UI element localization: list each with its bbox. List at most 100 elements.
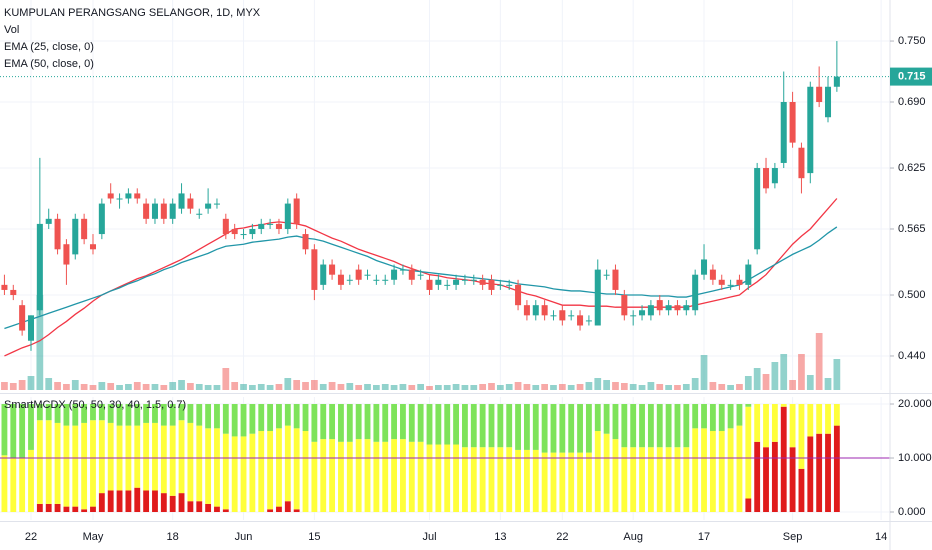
candle-body [337, 274, 344, 285]
indicator-bar [81, 509, 88, 513]
volume-bar [187, 383, 194, 390]
volume-bar [780, 354, 788, 390]
indicator-bar [28, 404, 34, 450]
indicator-bar [169, 404, 176, 426]
indicator-bar [98, 493, 105, 513]
indicator-bar [364, 439, 371, 513]
volume-bar [576, 384, 584, 390]
indicator-bar [515, 404, 521, 450]
indicator-bar [603, 404, 610, 434]
indicator-bar [621, 447, 628, 513]
indicator-bar [187, 422, 194, 502]
candle-body [63, 244, 70, 265]
y-tick-label: 0.750 [898, 35, 926, 47]
indicator-bar [143, 404, 150, 423]
indicator-bar [222, 433, 229, 510]
indicator-bar [391, 439, 398, 513]
indicator-bar [523, 404, 530, 450]
indicator-bar [107, 404, 114, 423]
indicator-bar [231, 436, 238, 513]
x-tick-label: 13 [494, 531, 506, 543]
indicator-bar [364, 404, 371, 440]
indicator-bar [98, 404, 105, 421]
candle-body [382, 279, 389, 281]
volume-bar [665, 385, 672, 390]
indicator-bar [178, 404, 185, 421]
volume-bar [1, 382, 8, 390]
candle-body [249, 228, 256, 235]
indicator-bar [532, 449, 539, 513]
candle-body [745, 264, 752, 285]
volume-bar [629, 384, 637, 390]
candle-body [461, 279, 468, 281]
indicator-bar [523, 449, 530, 513]
indicator-bar [293, 404, 300, 429]
indicator-bar [559, 404, 566, 453]
volume-bar [700, 355, 708, 390]
volume-bar [541, 384, 548, 390]
indicator-bar [639, 447, 645, 513]
volume-bar [337, 384, 345, 390]
candle-body [577, 315, 584, 326]
candle-body [311, 249, 318, 290]
indicator-bar [718, 431, 725, 513]
indicator-bar [798, 404, 805, 469]
indicator-bar [692, 404, 699, 429]
indicator-bar [382, 441, 389, 513]
volume-bar [496, 385, 504, 390]
volume-bar [364, 384, 371, 390]
volume-bar [399, 384, 407, 390]
candle-body [89, 244, 96, 250]
indicator-bar [736, 425, 743, 513]
volume-bar [771, 362, 779, 390]
indicator-bar [816, 433, 823, 513]
indicator-bar [187, 501, 194, 513]
volume-bar [753, 368, 761, 390]
indicator-bar [214, 404, 220, 429]
candle-body [284, 203, 291, 229]
volume-bar [408, 385, 416, 390]
candle-body [213, 203, 220, 205]
volume-bar [833, 359, 841, 390]
volume-bar [63, 384, 70, 390]
indicator-bar [444, 444, 451, 513]
volume-bar [674, 385, 681, 390]
y-tick-label: 0.625 [898, 162, 926, 174]
candle-body [692, 274, 699, 311]
volume-bar [346, 383, 354, 390]
candle-body [391, 269, 398, 280]
indicator-bar [63, 404, 70, 426]
indicator-bar [453, 404, 459, 445]
indicator-bar [125, 404, 132, 426]
indicator-bar [276, 506, 282, 513]
indicator-bar [346, 404, 353, 442]
volume-bar [98, 382, 106, 390]
candle-body [72, 218, 79, 255]
volume-bar [417, 384, 425, 390]
volume-bar [54, 382, 61, 390]
volume-bar [302, 382, 309, 390]
indicator-bar [249, 404, 256, 434]
volume-bar [266, 385, 274, 390]
volume-bar [603, 380, 610, 390]
candle-body [789, 101, 796, 143]
indicator-bar [54, 503, 61, 513]
candle-body [816, 86, 823, 102]
x-tick-label: 14 [875, 531, 887, 543]
indicator-bar [54, 404, 61, 423]
candle-body [36, 223, 43, 311]
x-tick-label: 22 [556, 531, 568, 543]
volume-bar [311, 380, 318, 390]
indicator-bar [825, 433, 831, 513]
indicator-bar [718, 404, 725, 432]
indicator-bar [674, 447, 681, 513]
volume-bar [390, 385, 398, 390]
volume-bar [594, 378, 602, 390]
candle-body [302, 234, 309, 250]
indicator-bar [647, 404, 654, 448]
volume [1, 295, 841, 390]
indicator-bar [709, 404, 716, 432]
indicator-bar [745, 406, 752, 499]
candle-body [532, 305, 539, 316]
candle-body [736, 279, 743, 285]
